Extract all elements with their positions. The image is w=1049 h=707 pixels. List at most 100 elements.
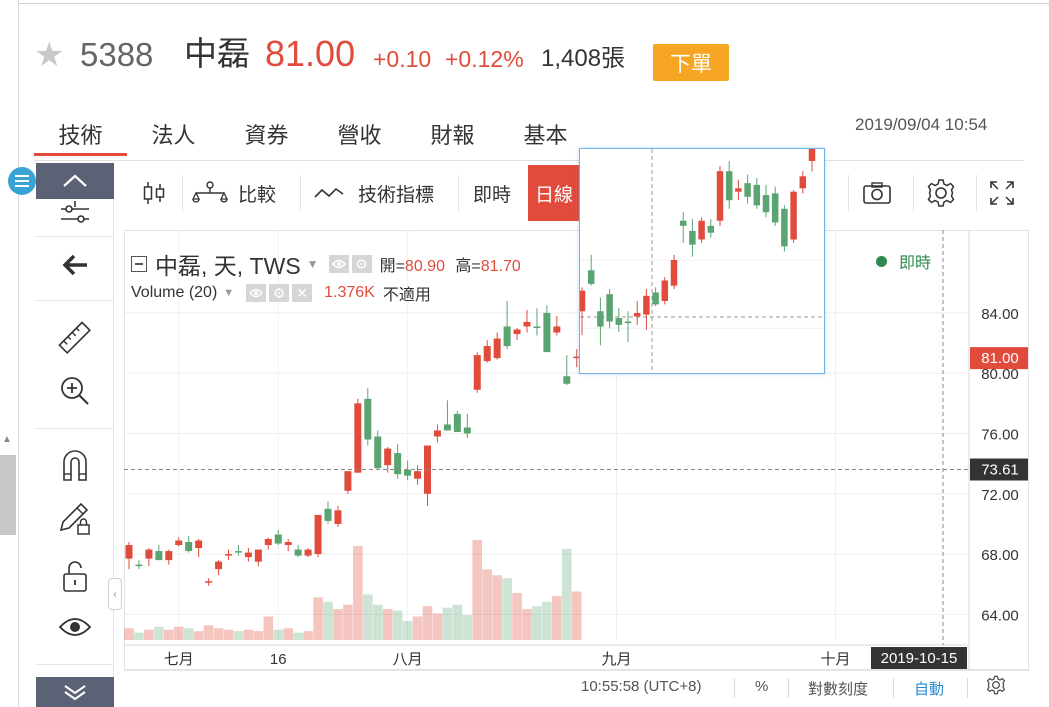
stock-code: 5388 [80,36,154,73]
magnet-icon[interactable] [36,445,114,485]
page-scrollbar[interactable] [0,455,16,535]
pencil-lock-icon[interactable] [36,498,114,538]
volume-bar [402,620,413,640]
y-tick-label: 84.00 [981,306,1019,323]
menu-icon[interactable] [8,167,36,195]
tab-financials[interactable]: 財報 [430,123,475,148]
candle [374,436,382,469]
volume-settings-icon[interactable]: ⚙ [269,284,290,302]
unlock-icon[interactable] [36,556,114,596]
volume-bar [482,569,492,640]
tab-technical[interactable]: 技術 [34,116,127,156]
tab-margin[interactable]: 資券 [244,123,289,148]
snapshot-candle [580,290,586,312]
candle [533,326,541,328]
daily-button[interactable]: 日線 [528,165,580,221]
snapshot-candle [735,188,742,192]
snapshot-candle [771,193,779,223]
legend-settings-icon[interactable]: ⚙ [351,255,372,273]
stock-volume: 1,408張 [541,45,626,72]
volume-bar [452,604,463,640]
ruler-icon[interactable] [36,318,114,358]
volume-bar [333,609,343,640]
x-tick-label: 16 [270,651,287,668]
volume-bar [283,628,293,640]
stock-price: 81.00 [265,33,356,74]
realtime-dot [876,255,887,267]
legend-dropdown-icon[interactable]: ▼ [306,257,319,271]
percent-toggle[interactable]: % [755,678,769,695]
stock-name: 中磊 [184,35,250,72]
collapse-toolbar-tab[interactable]: ‹ [108,578,122,610]
eye-icon[interactable] [36,610,114,644]
volume-bars [124,540,582,640]
camera-icon[interactable] [857,165,897,221]
volume-bar [293,632,303,640]
legend-symbol: 中磊, 天, TWS [155,253,301,279]
volume-legend-label: Volume (20) [131,284,218,301]
volume-bar [462,615,473,640]
candle [553,326,561,333]
indicator-icon [314,185,344,201]
volume-bar [512,592,522,640]
order-button[interactable]: 下單 [653,44,729,81]
stock-change-percent: +0.12% [445,46,524,72]
collapse-legend-icon[interactable] [131,256,147,272]
snapshot-candle [744,183,751,197]
volume-remove-icon[interactable]: ✕ [292,284,313,302]
visibility-icon[interactable] [328,255,349,273]
clock-time: 10:55:58 (UTC+8) [581,678,702,695]
snapshot-candle [679,220,687,226]
gear-icon[interactable] [921,165,961,221]
candle [493,338,501,359]
candle [244,552,252,558]
snapshot-candle [762,195,770,213]
candle [264,539,272,546]
indicators-label: 技術指標 [358,184,435,206]
snapshot-candle [781,208,788,247]
auto-scale-toggle[interactable]: 自動 [914,681,945,698]
tab-revenue[interactable]: 營收 [337,123,382,148]
candles [125,300,581,586]
volume-bar [422,606,433,640]
chevron-up-icon[interactable] [36,163,114,199]
candle [304,549,312,556]
candle [394,453,402,475]
tab-institutional[interactable]: 法人 [151,123,196,148]
candle [185,542,193,552]
realtime-indicator[interactable]: 即時 [876,249,931,273]
chevron-down-icon[interactable] [36,677,114,707]
scroll-up-arrow-icon[interactable]: ▲ [2,434,12,445]
price-chart[interactable]: 84.00 80.00 76.00 72.00 68.00 64.00 七月 16 八月 九月 十月… [124,230,1029,670]
zoom-in-icon[interactable] [36,372,114,410]
indicators-button[interactable]: 技術指標 [314,165,434,221]
snapshot-candles [580,149,816,346]
intraday-button[interactable]: 即時 [472,184,511,206]
adjust-icon[interactable] [36,198,114,230]
chart-toolbar: 比較 技術指標 即時 日線 [124,165,1027,221]
snapshot-candle [624,321,632,324]
compare-button[interactable]: 比較 [192,165,276,221]
volume-bar [183,628,194,640]
chart-settings-gear-icon[interactable] [986,675,1006,699]
volume-bar [243,629,254,640]
tab-basic[interactable]: 基本 [523,123,568,148]
toolbar-separator [300,175,301,211]
chart-snapshot-popup[interactable] [579,148,825,374]
fullscreen-icon[interactable] [984,165,1020,221]
candle [274,534,282,544]
candle [354,403,362,473]
log-scale-toggle[interactable]: 對數刻度 [808,681,869,698]
volume-dropdown-icon[interactable]: ▼ [223,287,235,299]
snapshot-candle [633,312,641,317]
candlestick-icon[interactable] [134,165,174,221]
y-tick-label: 80.00 [981,366,1019,383]
volume-visibility-icon[interactable] [246,284,267,302]
star-icon[interactable]: ★ [34,36,65,74]
y-tick-label: 76.00 [981,426,1019,443]
arrow-left-icon[interactable] [36,248,114,282]
volume-bar [193,631,204,640]
toolbar-separator [182,175,183,211]
candle [433,430,441,437]
tabs-divider [34,160,1024,161]
